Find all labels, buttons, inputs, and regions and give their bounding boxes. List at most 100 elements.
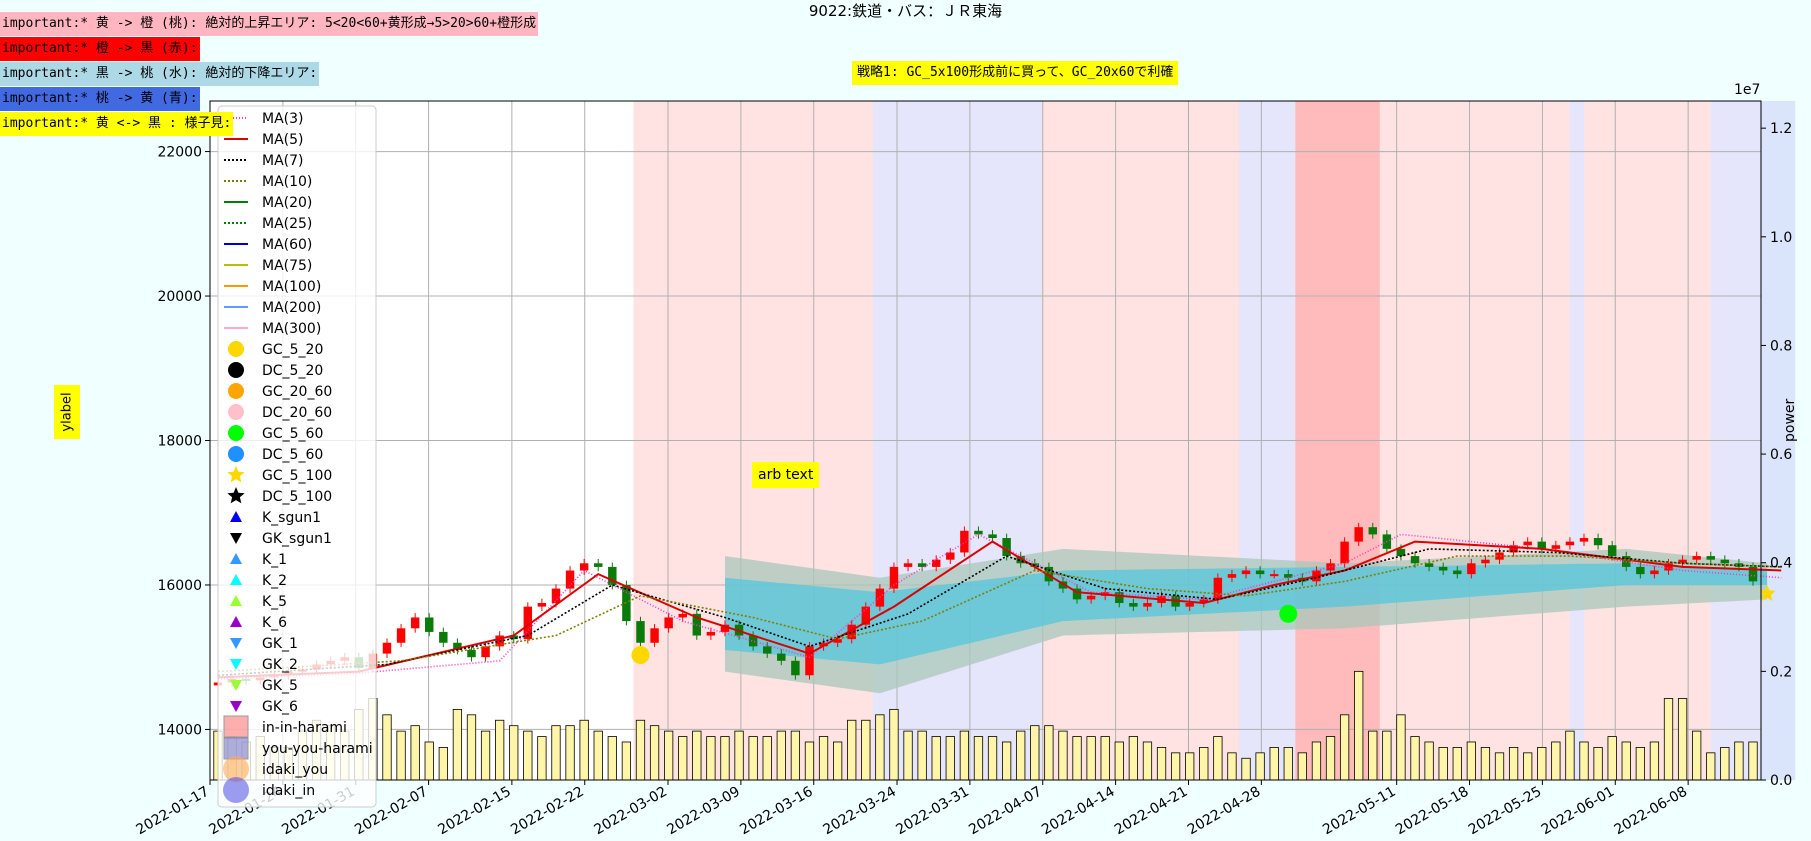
volume-bar [973, 736, 984, 781]
candle-body [1326, 563, 1335, 571]
y2-tick-label: 0.4 [1770, 556, 1792, 572]
volume-bar [1382, 730, 1392, 781]
x-tick-label: 2022-04-14 [1039, 784, 1118, 839]
candle-body [974, 530, 983, 535]
volume-bar [1142, 741, 1153, 781]
legend-swatch [228, 341, 244, 357]
y2-tick-label: 0.0 [1770, 773, 1792, 789]
y2-tick-label: 1.0 [1770, 230, 1792, 246]
volume-bar [748, 736, 758, 781]
volume-bar [889, 708, 899, 781]
legend-swatch [228, 404, 244, 420]
legend-swatch [230, 574, 242, 585]
candle-body [847, 624, 856, 640]
candle-body [425, 617, 434, 632]
x-tick-label: 2022-04-28 [1185, 784, 1263, 839]
volume-bar [1677, 698, 1688, 781]
volume-bar [1720, 747, 1730, 781]
legend-label: idaki_you [262, 762, 328, 778]
ma-line [217, 555, 1782, 673]
volume-bar [1213, 736, 1223, 781]
candle-body [791, 660, 800, 676]
x-tick-label: 2022-06-01 [1539, 784, 1617, 839]
legend-label: DC_5_60 [262, 447, 323, 463]
volume-bar [480, 730, 491, 781]
volume-bar [1494, 752, 1505, 781]
volume-bar [1452, 747, 1462, 781]
volume-bar [1368, 730, 1378, 781]
note-line: important:* 橙 -> 黒 (赤): [0, 37, 200, 61]
candle-body [1396, 548, 1406, 557]
legend-swatch [223, 777, 249, 803]
candle-body [608, 566, 617, 585]
candle-body [1213, 577, 1223, 600]
volume-bar [1593, 747, 1603, 781]
volume-bar [1424, 741, 1434, 781]
volume-bar [1339, 714, 1350, 781]
volume-bar [903, 730, 913, 781]
volume-bar [565, 725, 575, 781]
volume-bar [833, 741, 843, 781]
legend-label: MA(3) [262, 111, 304, 127]
legend-label: MA(300) [262, 321, 321, 337]
candle-body [1058, 581, 1068, 589]
volume-bar [1297, 752, 1307, 781]
volume-bar [875, 714, 885, 781]
legend-label: you-you-harami [262, 741, 373, 757]
candle-body [1255, 570, 1265, 575]
legend-label: GK_5 [262, 678, 298, 694]
strategy-note: 戦略1: GC_5x100形成前に買って、GC_20x60で利確 [852, 61, 1179, 85]
volume-bar [762, 736, 772, 781]
legend-swatch [223, 736, 249, 760]
x-tick-label: 2022-02-15 [435, 784, 513, 839]
volume-bar [1100, 736, 1110, 781]
volume-bars [213, 670, 1758, 781]
candle-body [1523, 541, 1532, 546]
legend-label: MA(60) [262, 237, 312, 253]
volume-bar [410, 725, 420, 781]
legend-label: K_5 [262, 594, 287, 610]
legend-label: MA(75) [262, 258, 312, 274]
volume-bar [424, 741, 434, 781]
chart-title: 9022:鉄道・バス：ＪＲ東海 [808, 2, 1003, 20]
y2-tick-label: 0.8 [1770, 338, 1792, 354]
candle-body [1481, 559, 1490, 564]
candle-body [565, 570, 575, 589]
volume-bar [551, 725, 561, 781]
candle-body [1002, 538, 1011, 557]
legend-label: K_6 [262, 615, 287, 631]
candle-body [1678, 559, 1687, 564]
x-tick-label: 2022-03-31 [893, 784, 971, 839]
volume-bar [452, 708, 463, 781]
candle-body [762, 646, 772, 654]
candle-body [903, 563, 913, 567]
moving-average-lines [217, 533, 1782, 680]
volume-bar [593, 730, 603, 781]
volume-bar [1241, 757, 1251, 781]
volume-bar [466, 714, 477, 781]
volume-bar [523, 730, 533, 781]
candle-body [805, 646, 814, 676]
volume-bar [1466, 741, 1476, 781]
volume-bar [382, 714, 392, 781]
legend-label: K_1 [262, 552, 287, 568]
candle-body [1340, 541, 1349, 564]
candle-body [1269, 574, 1279, 577]
volume-bar [1001, 741, 1012, 781]
candle-body [579, 563, 589, 571]
volume-bar [1269, 747, 1279, 781]
legend-box [217, 105, 377, 808]
legend-swatch [230, 533, 242, 544]
candle-body [1565, 541, 1575, 546]
candle-body [1650, 570, 1659, 575]
candle-body [1607, 545, 1617, 557]
legend-label: GC_5_20 [262, 342, 323, 358]
candle-body [1227, 574, 1237, 578]
legend-label: K_2 [262, 573, 287, 589]
volume-bar [495, 719, 505, 781]
candle-body [777, 653, 786, 661]
y2-tick-label: 0.6 [1770, 447, 1792, 463]
volume-bar [1058, 730, 1068, 781]
candle-body [861, 606, 871, 625]
